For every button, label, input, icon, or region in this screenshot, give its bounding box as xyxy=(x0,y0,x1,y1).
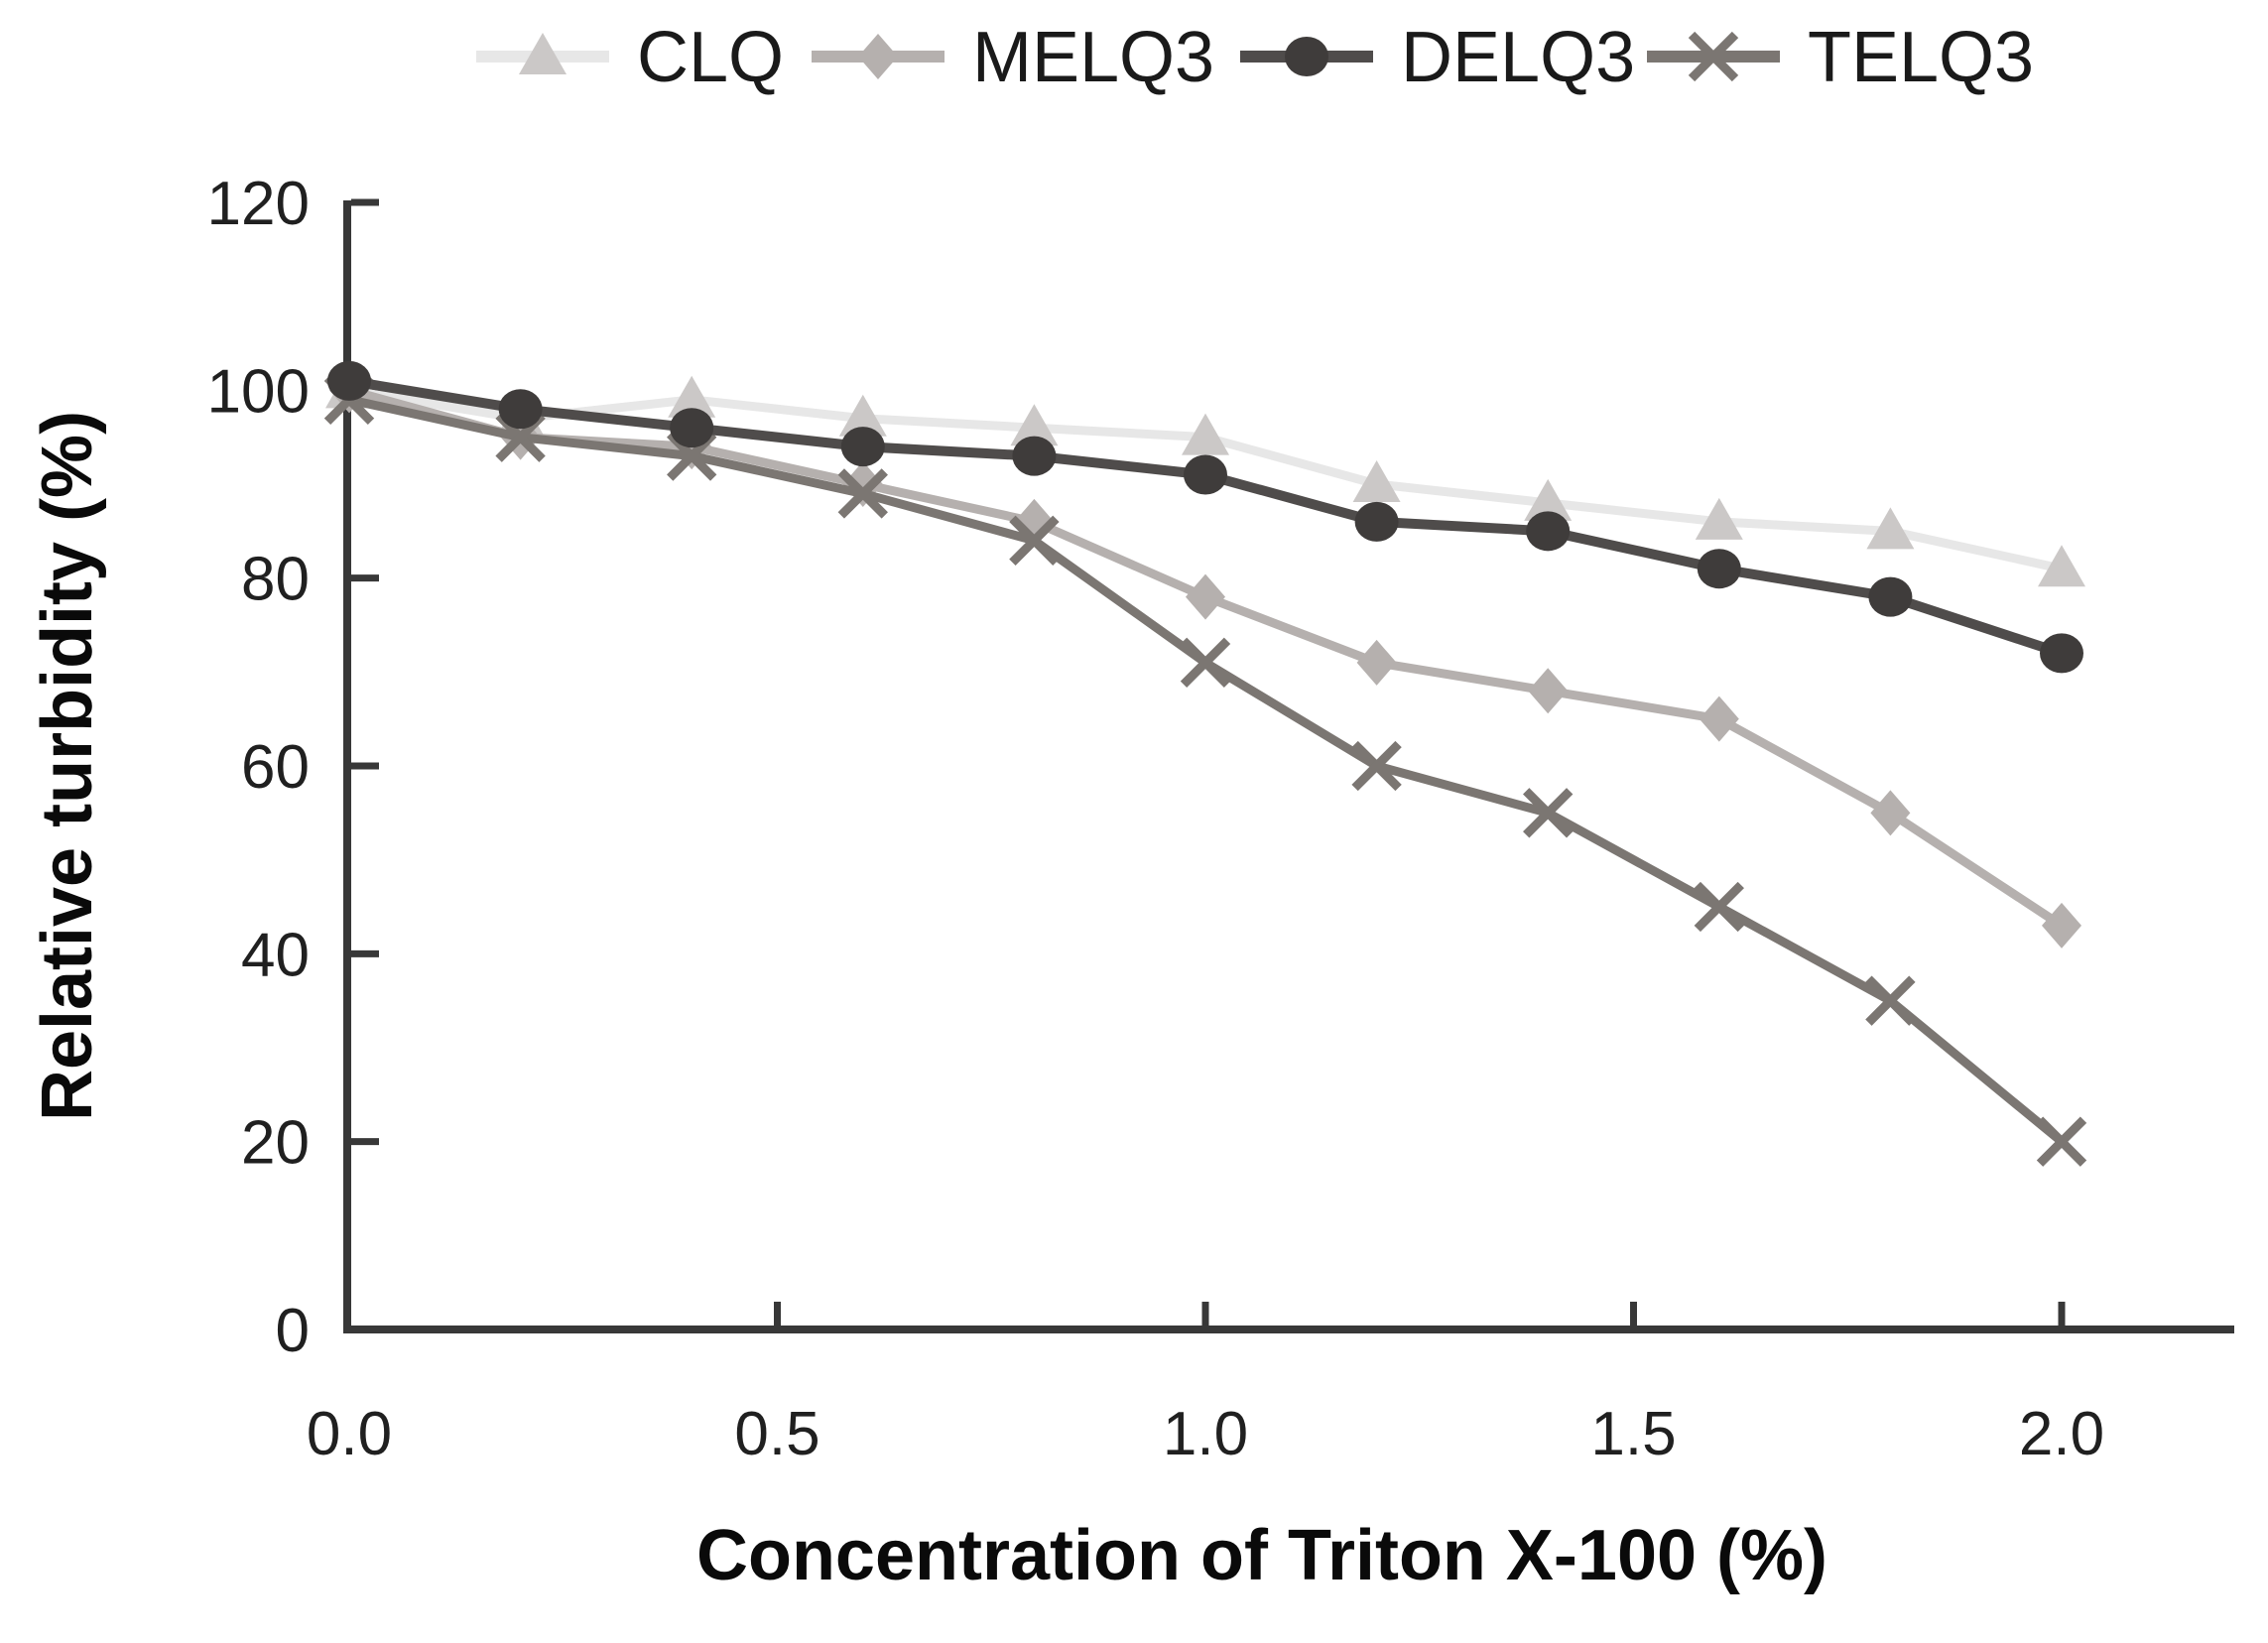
legend: CLQ MELQ3 DELQ3 TELQ3 xyxy=(476,18,2034,97)
data-point-DELQ3-0.2 xyxy=(498,389,543,430)
legend-item-clq: CLQ xyxy=(476,18,784,97)
legend-label-telq3: TELQ3 xyxy=(1808,18,2034,97)
data-point-CLQ-2 xyxy=(2038,545,2085,587)
data-point-DELQ3-1.6 xyxy=(1697,549,1741,589)
x-axis-title: Concentration of Triton X-100 (%) xyxy=(696,1516,1827,1595)
data-point-TELQ3-1.8 xyxy=(1865,975,1916,1026)
data-point-CLQ-0.8 xyxy=(1010,404,1059,446)
data-point-TELQ3-0.6 xyxy=(837,468,888,519)
data-point-CLQ-0.4 xyxy=(668,375,716,418)
legend-swatch-delq3 xyxy=(1240,37,1373,76)
data-point-MELQ3-1 xyxy=(1186,573,1225,620)
data-point-MELQ3-2 xyxy=(2042,902,2081,948)
x-tick-label-0.5: 0.5 xyxy=(734,1400,819,1468)
legend-swatch-telq3 xyxy=(1647,31,1780,82)
data-point-CLQ-1.4 xyxy=(1524,478,1573,521)
legend-marker-DELQ3 xyxy=(1285,37,1328,76)
data-point-DELQ3-0.8 xyxy=(1012,436,1057,476)
tick-labels: 0 20 40 60 80 100 120 0.0 0.5 1.0 1.5 2.0 xyxy=(207,170,2105,1468)
data-point-MELQ3-1.2 xyxy=(1356,639,1397,686)
legend-swatch-clq xyxy=(476,33,609,74)
data-point-DELQ3-0.6 xyxy=(840,427,885,467)
data-point-CLQ-1.6 xyxy=(1695,497,1743,540)
data-point-TELQ3-1.6 xyxy=(1694,881,1744,933)
data-point-DELQ3-0 xyxy=(327,360,371,401)
data-point-TELQ3-1.2 xyxy=(1351,740,1402,792)
legend-label-melq3: MELQ3 xyxy=(972,18,1214,97)
data-point-MELQ3-1.4 xyxy=(1528,668,1569,714)
legend-label-clq: CLQ xyxy=(637,18,784,97)
data-point-MELQ3-1.6 xyxy=(1699,695,1739,742)
data-point-TELQ3-2 xyxy=(2036,1116,2087,1167)
data-point-TELQ3-1 xyxy=(1180,637,1231,689)
x-tick-label-2.0: 2.0 xyxy=(2019,1400,2104,1468)
data-point-TELQ3-1.4 xyxy=(1523,788,1574,838)
legend-label-delq3: DELQ3 xyxy=(1401,18,1635,97)
x-tick-label-0.0: 0.0 xyxy=(307,1400,392,1468)
legend-marker-TELQ3 xyxy=(1688,31,1739,82)
y-axis-title: Relative turbidity (%) xyxy=(28,411,107,1121)
legend-swatch-melq3 xyxy=(812,34,945,79)
y-tick-label-100: 100 xyxy=(207,357,310,426)
data-point-DELQ3-1 xyxy=(1184,454,1227,495)
plot-area xyxy=(323,360,2087,1167)
data-point-DELQ3-1.4 xyxy=(1526,511,1571,552)
y-tick-label-60: 60 xyxy=(241,733,310,802)
data-point-CLQ-0.6 xyxy=(838,394,887,437)
data-point-DELQ3-1.2 xyxy=(1354,501,1399,542)
data-point-DELQ3-1.8 xyxy=(1868,576,1913,617)
data-point-CLQ-1.8 xyxy=(1866,507,1915,550)
y-tick-label-20: 20 xyxy=(241,1109,310,1178)
data-point-MELQ3-1.8 xyxy=(1870,790,1911,836)
y-tick-label-0: 0 xyxy=(276,1297,310,1365)
data-point-TELQ3-0.8 xyxy=(1009,515,1060,566)
data-point-CLQ-1 xyxy=(1182,413,1229,455)
legend-marker-MELQ3 xyxy=(858,34,898,79)
data-point-CLQ-1.2 xyxy=(1352,459,1401,502)
legend-item-telq3: TELQ3 xyxy=(1647,18,2034,97)
legend-item-melq3: MELQ3 xyxy=(812,18,1214,97)
y-tick-label-40: 40 xyxy=(241,921,310,989)
y-tick-label-80: 80 xyxy=(241,546,310,614)
data-point-DELQ3-2 xyxy=(2040,633,2083,674)
axes xyxy=(343,198,2234,1333)
data-point-DELQ3-0.4 xyxy=(670,408,714,448)
legend-item-delq3: DELQ3 xyxy=(1240,18,1635,97)
y-tick-label-120: 120 xyxy=(207,170,310,238)
legend-marker-CLQ xyxy=(519,33,567,74)
x-tick-label-1.0: 1.0 xyxy=(1163,1400,1248,1468)
x-tick-label-1.5: 1.5 xyxy=(1590,1400,1676,1468)
